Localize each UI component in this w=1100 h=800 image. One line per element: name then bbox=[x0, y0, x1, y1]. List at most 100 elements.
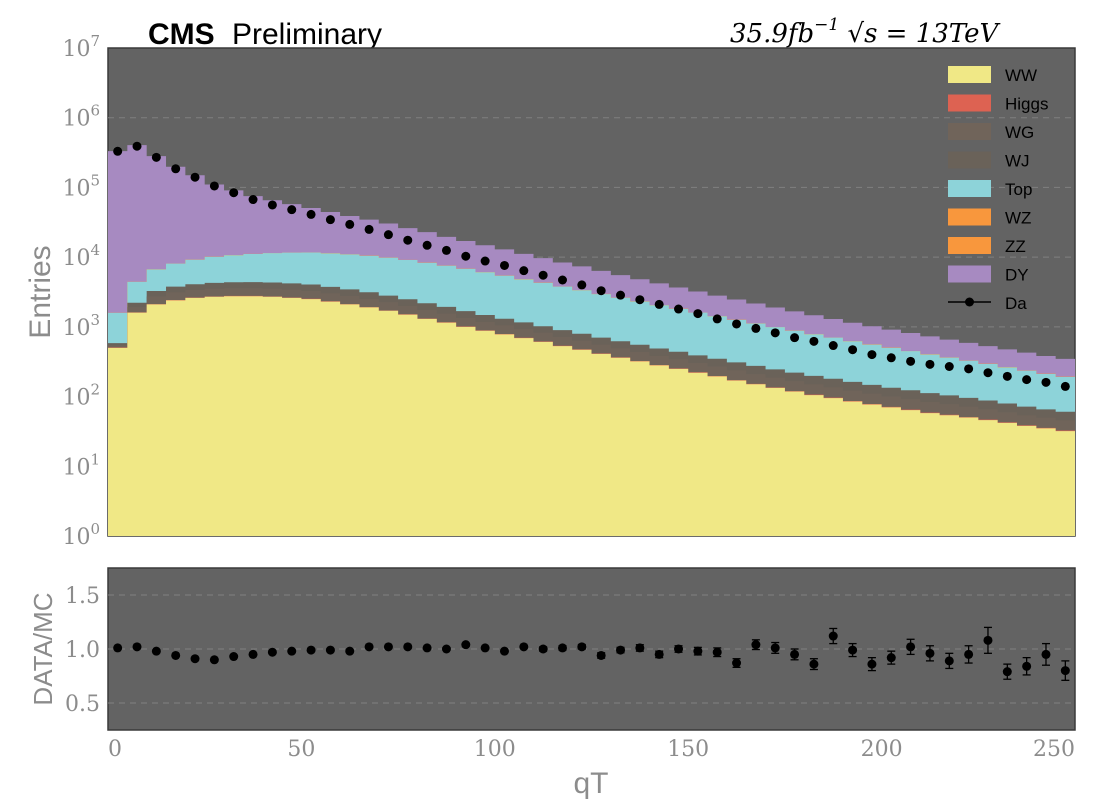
ratio-marker bbox=[751, 640, 761, 650]
ratio-y-tick-label: 0.5 bbox=[65, 692, 100, 717]
ratio-points bbox=[113, 626, 1070, 681]
ratio-marker bbox=[886, 653, 896, 663]
ratio-point bbox=[828, 627, 838, 645]
data-point bbox=[441, 245, 451, 255]
ratio-marker bbox=[616, 645, 626, 655]
legend-item-wg: WG bbox=[948, 123, 1034, 142]
ratio-marker bbox=[790, 649, 800, 659]
ratio-point bbox=[886, 650, 896, 665]
legend-item-wz: WZ bbox=[948, 208, 1031, 228]
y-tick-label: 103 bbox=[62, 311, 100, 341]
ratio-marker bbox=[944, 656, 954, 666]
legend-label: WJ bbox=[1005, 152, 1030, 171]
status-label: Preliminary bbox=[232, 18, 382, 51]
ratio-marker bbox=[267, 647, 277, 657]
ratio-point bbox=[441, 644, 451, 654]
y-tick-label: 102 bbox=[62, 381, 100, 411]
x-tick-label: 250 bbox=[1033, 737, 1075, 762]
ratio-marker bbox=[770, 643, 780, 653]
data-point bbox=[828, 341, 838, 351]
legend-label: WG bbox=[1005, 123, 1034, 142]
data-point bbox=[557, 275, 567, 285]
data-point bbox=[790, 333, 800, 343]
y-tick-label: 104 bbox=[62, 241, 100, 271]
data-point bbox=[306, 209, 316, 219]
legend-label: ZZ bbox=[1005, 237, 1026, 256]
y-tick-label: 101 bbox=[62, 450, 100, 480]
x-axis-title: qT bbox=[573, 767, 608, 800]
ratio-point bbox=[383, 642, 393, 652]
legend-item-dy: DY bbox=[948, 265, 1029, 285]
ratio-marker bbox=[712, 647, 722, 657]
data-point bbox=[267, 200, 277, 210]
x-axis: 0 50 100 150 200 250 bbox=[108, 737, 1075, 762]
ratio-marker bbox=[519, 642, 529, 652]
lumi-label: 35.9fb−1 √s = 13TeV bbox=[730, 15, 1001, 49]
data-point bbox=[480, 256, 490, 266]
ratio-point bbox=[635, 643, 645, 653]
data-point bbox=[325, 215, 335, 225]
ratio-point bbox=[732, 658, 742, 669]
legend-swatch bbox=[948, 208, 991, 226]
ratio-point bbox=[809, 658, 819, 671]
ratio-marker bbox=[906, 642, 916, 652]
x-tick-label: 200 bbox=[861, 737, 903, 762]
svg-text:35.9fb−1 √s = 13TeV: 35.9fb−1 √s = 13TeV bbox=[730, 15, 1001, 49]
ratio-point bbox=[596, 650, 606, 660]
data-point bbox=[809, 336, 819, 346]
ratio-point bbox=[538, 644, 548, 654]
data-point bbox=[635, 295, 645, 305]
main-y-axis-title: Entries bbox=[24, 245, 57, 338]
ratio-point bbox=[171, 650, 181, 660]
ratio-point bbox=[674, 644, 684, 654]
data-point bbox=[867, 350, 877, 360]
legend-swatch bbox=[948, 237, 991, 254]
ratio-marker bbox=[422, 643, 432, 653]
ratio-point bbox=[1060, 660, 1070, 681]
legend: WW Higgs WG WJ Top WZ ZZ DY Da bbox=[948, 66, 1048, 313]
ratio-y-axis: 0.5 1.0 1.5 bbox=[65, 584, 100, 717]
data-point bbox=[770, 328, 780, 338]
data-point bbox=[499, 260, 509, 270]
legend-swatch bbox=[948, 151, 991, 169]
ratio-point bbox=[132, 642, 142, 652]
ratio-marker bbox=[461, 640, 471, 650]
x-tick-label: 100 bbox=[474, 737, 516, 762]
ratio-y-axis-title: DATA/MC bbox=[28, 592, 58, 705]
ratio-point bbox=[267, 647, 277, 657]
y-tick-label: 100 bbox=[62, 520, 100, 550]
ratio-marker bbox=[480, 643, 490, 653]
ratio-marker bbox=[1022, 661, 1032, 671]
data-point bbox=[1002, 371, 1012, 381]
ratio-point bbox=[364, 642, 374, 652]
legend-swatch bbox=[948, 180, 991, 197]
ratio-marker bbox=[171, 650, 181, 660]
ratio-point bbox=[345, 646, 355, 656]
x-tick-label: 50 bbox=[287, 737, 315, 762]
legend-swatch bbox=[948, 265, 991, 283]
ratio-point bbox=[229, 652, 239, 662]
ratio-marker bbox=[1002, 667, 1012, 677]
hist-layer-ww bbox=[108, 296, 1075, 536]
data-point bbox=[654, 299, 664, 309]
data-point bbox=[577, 280, 587, 290]
experiment-label: CMS bbox=[148, 18, 215, 51]
ratio-point bbox=[248, 649, 258, 659]
ratio-point bbox=[306, 645, 316, 655]
ratio-point bbox=[1041, 642, 1051, 666]
data-point bbox=[132, 141, 142, 151]
ratio-marker bbox=[132, 642, 142, 652]
data-point bbox=[151, 152, 161, 162]
ratio-point bbox=[557, 643, 567, 653]
ratio-marker bbox=[441, 644, 451, 654]
data-point bbox=[538, 270, 548, 280]
y-tick-label: 107 bbox=[62, 32, 100, 62]
data-point bbox=[1022, 375, 1032, 385]
data-point bbox=[190, 172, 200, 182]
legend-swatch bbox=[948, 66, 991, 83]
legend-label: Higgs bbox=[1005, 95, 1048, 114]
ratio-point bbox=[519, 642, 529, 652]
data-point bbox=[751, 323, 761, 333]
ratio-marker bbox=[403, 642, 413, 652]
data-point bbox=[287, 205, 297, 215]
